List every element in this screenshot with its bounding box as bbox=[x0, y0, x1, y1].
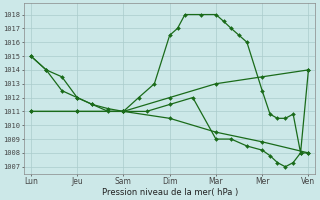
X-axis label: Pression niveau de la mer( hPa ): Pression niveau de la mer( hPa ) bbox=[101, 188, 238, 197]
